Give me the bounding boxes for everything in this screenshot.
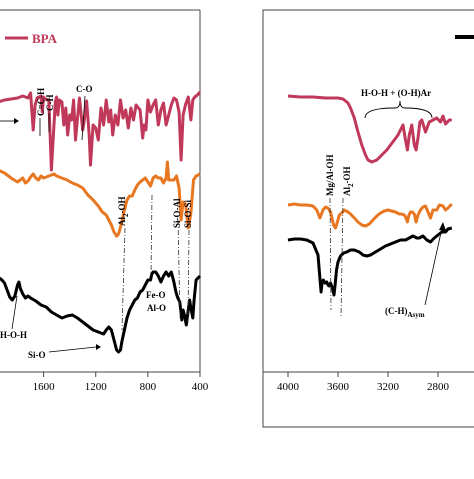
right-series-line-2 bbox=[287, 226, 453, 297]
right-series bbox=[287, 94, 453, 297]
annotation-si-o-leader bbox=[48, 346, 97, 353]
annotation-c-h-asym-arrow-head bbox=[439, 222, 446, 231]
annotation-si-o-arrow-head bbox=[96, 344, 101, 350]
annotation-c-h-asym: (C-H)Asym bbox=[385, 306, 425, 319]
left-x-tick-label-1: 1200 bbox=[85, 381, 108, 393]
left-series-line-0 bbox=[0, 91, 202, 172]
annotation-al-o: Al-O bbox=[147, 303, 166, 313]
left-x-ticks: 1600 1200 800 400 bbox=[33, 372, 209, 393]
annotation-al-oh: Al2-OH bbox=[117, 197, 130, 227]
left-x-tick-label-0: 1600 bbox=[33, 381, 56, 393]
right-x-tick-label-1: 3600 bbox=[327, 381, 350, 393]
annotation-h-o-h-leader bbox=[11, 295, 18, 330]
left-guide-lines bbox=[121, 194, 190, 331]
annotation-si-o-al: Si-O-Al bbox=[172, 198, 182, 228]
left-x-tick-label-3: 400 bbox=[192, 381, 209, 393]
annotation-left-arrow-head bbox=[14, 118, 19, 124]
annotation-c-c-h: C=C-H bbox=[36, 88, 46, 116]
right-x-tick-label-0: 4000 bbox=[277, 381, 300, 393]
right-series-line-1 bbox=[287, 202, 453, 230]
left-series bbox=[0, 91, 202, 354]
annotation-h-o-h-ar-brace bbox=[364, 100, 433, 119]
left-x-tick-label-2: 800 bbox=[140, 381, 157, 393]
annotation-al2-oh: Al2-OH bbox=[342, 167, 355, 197]
guide-line-4 bbox=[329, 197, 332, 311]
annotation-si-o-si: Si-O-Si bbox=[183, 199, 193, 228]
left-series-line-2 bbox=[0, 270, 202, 354]
right-series-line-0 bbox=[287, 94, 452, 164]
left-series-line-1 bbox=[0, 160, 201, 238]
right-x-ticks: 4000 3600 3200 2800 bbox=[277, 372, 450, 393]
right-x-tick-label-3: 2800 bbox=[427, 381, 450, 393]
right-x-tick-label-2: 3200 bbox=[377, 381, 400, 393]
right-panel: 4000 3600 3200 2800 H-O-H + (O-H)Ar Mg/Al-O… bbox=[262, 9, 474, 428]
guide-line-2 bbox=[177, 219, 181, 321]
guide-line-5 bbox=[340, 197, 344, 319]
annotation-c-o-leader bbox=[81, 95, 86, 141]
right-panel-frame bbox=[262, 9, 474, 428]
annotation-mg-al-oh: Mg/Al-OH bbox=[325, 155, 335, 197]
annotation-c-o: C-O bbox=[76, 84, 93, 94]
annotation-fe-o: Fe-O bbox=[146, 290, 166, 300]
guide-line-0 bbox=[121, 227, 126, 331]
legend-label-bpa: BPA bbox=[32, 31, 58, 46]
annotation-c-h-asym-leader bbox=[424, 227, 443, 306]
annotation-h-o-h-ar: H-O-H + (O-H)Ar bbox=[361, 88, 431, 98]
left-panel: 1600 1200 800 400 BPA C=C-H C-H C-O Al2-OH … bbox=[0, 9, 209, 393]
right-guide-lines bbox=[329, 197, 344, 319]
guide-line-1 bbox=[150, 194, 153, 277]
annotation-h-o-h: H-O-H bbox=[0, 330, 27, 340]
annotation-c-h: C-H bbox=[45, 95, 55, 112]
right-legend-swatch bbox=[455, 35, 474, 39]
annotation-si-o: Si-O bbox=[28, 350, 46, 360]
